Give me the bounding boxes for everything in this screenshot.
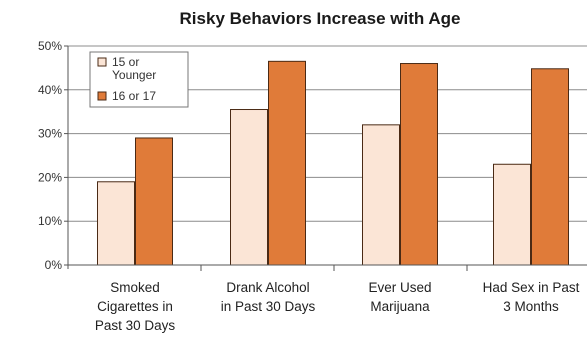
x-category-label: Ever Used <box>368 280 431 295</box>
bar-series-1 <box>362 124 400 266</box>
bar-series-2 <box>268 60 306 266</box>
x-category-label: Cigarettes in <box>97 299 173 314</box>
y-axis-ticks: 0% 10% 20% 30% 40% 50% <box>38 39 68 272</box>
bar-series-1 <box>97 181 135 266</box>
bars <box>97 60 569 266</box>
y-tick-label: 10% <box>38 214 62 228</box>
bar-series-2 <box>135 137 173 266</box>
legend-swatch <box>97 57 107 67</box>
x-category-label: Had Sex in Past <box>483 280 580 295</box>
chart-title: Risky Behaviors Increase with Age <box>180 9 461 28</box>
legend-label: Younger <box>112 68 156 82</box>
y-tick-label: 20% <box>38 170 62 184</box>
x-category-label: 3 Months <box>503 299 559 314</box>
x-category-label: Drank Alcohol <box>226 280 309 295</box>
bar-series-1 <box>230 109 268 266</box>
x-axis-categories: Smoked Cigarettes in Past 30 Days Drank Alc… <box>95 280 580 333</box>
legend-label: 15 or <box>112 55 139 69</box>
legend-label: 16 or 17 <box>112 89 156 103</box>
x-category-label: in Past 30 Days <box>221 299 316 314</box>
y-tick-label: 40% <box>38 83 62 97</box>
x-category-label: Smoked <box>110 280 160 295</box>
legend-swatch <box>97 91 107 101</box>
y-tick-label: 0% <box>45 258 63 272</box>
x-category-label: Past 30 Days <box>95 318 176 333</box>
x-category-label: Marijuana <box>370 299 430 314</box>
bar-series-2 <box>531 68 569 266</box>
bar-series-2 <box>400 63 438 266</box>
y-tick-label: 30% <box>38 127 62 141</box>
axes <box>67 46 587 271</box>
y-tick-label: 50% <box>38 39 62 53</box>
bar-series-1 <box>493 163 531 266</box>
